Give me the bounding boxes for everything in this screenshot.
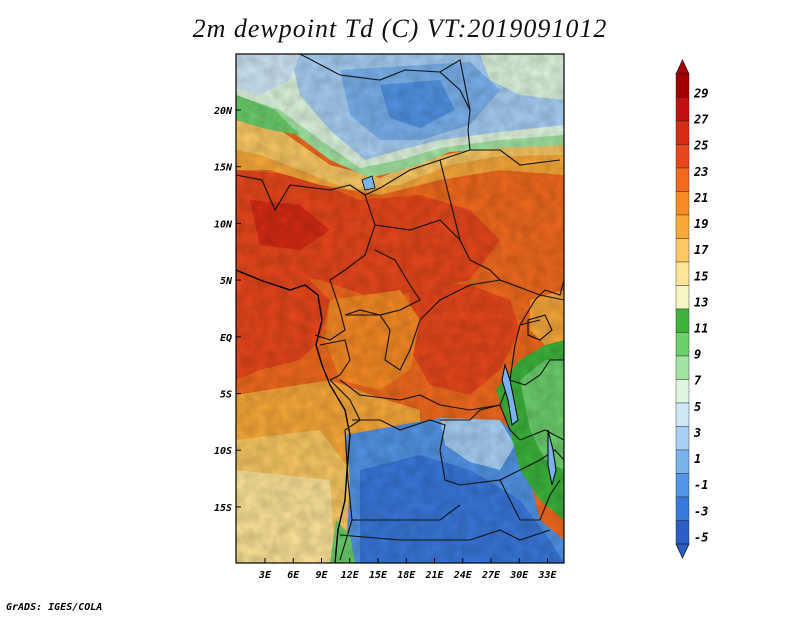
colorbar-swatch: [675, 520, 690, 545]
colorbar-bottom-arrow: [675, 543, 690, 559]
colorbar-swatch: [675, 379, 690, 404]
colorbar-swatch: [675, 426, 690, 451]
colorbar-label: 15: [694, 269, 708, 283]
colorbar-swatch: [675, 473, 690, 498]
lake-malawi: [547, 429, 557, 486]
colorbar-swatch: [675, 355, 690, 380]
colorbar-swatch: [675, 449, 690, 474]
colorbar-label: 27: [693, 113, 709, 127]
lon-tick-label: 12E: [341, 570, 360, 581]
lon-tick-label: 15E: [369, 570, 388, 581]
colorbar-label: 25: [693, 139, 708, 153]
lon-tick-label: 6E: [287, 570, 300, 581]
lat-tick-label: 5N: [220, 276, 233, 287]
plot-area: [236, 54, 564, 563]
lat-tick-label: 15S: [214, 503, 232, 514]
colorbar-swatch: [675, 167, 690, 192]
lat-tick-label: EQ: [220, 333, 232, 344]
colorbar-swatch: [675, 97, 690, 122]
colorbar-swatch: [675, 308, 690, 333]
lat-tick-label: 5S: [220, 390, 232, 401]
field-texture: [236, 54, 564, 563]
colorbar-label: 7: [694, 374, 702, 388]
colorbar-label: 29: [693, 87, 708, 101]
colorbar-swatch: [675, 73, 690, 98]
latitude-axis: 20N 15N 10N 5N EQ 5S 10S 15S: [213, 106, 241, 514]
colorbar-label: 5: [694, 400, 701, 414]
colorbar: 29 27 25 23 21 19 17 15 13 11 9 7 5 3 1 -1 -3 -5: [675, 59, 709, 559]
colorbar-label: 9: [694, 348, 701, 362]
plot-frame: [235, 53, 565, 564]
colorbar-swatch: [675, 120, 690, 145]
lon-tick-label: 18E: [397, 570, 416, 581]
lon-tick-label: 27E: [481, 570, 501, 581]
colorbar-label: 21: [693, 191, 708, 205]
colorbar-label: 1: [694, 452, 701, 466]
colorbar-label: 13: [694, 295, 708, 309]
grads-credit: GrADS: IGES/COLA: [6, 602, 103, 613]
lon-tick-label: 30E: [509, 570, 529, 581]
lake-chad: [361, 175, 376, 191]
colorbar-label: -3: [694, 504, 708, 518]
colorbar-swatch: [675, 214, 690, 239]
lat-tick-label: 10N: [214, 219, 233, 230]
lat-tick-label: 20N: [213, 106, 233, 117]
colorbar-label: 23: [693, 165, 708, 179]
lon-tick-label: 21E: [424, 570, 444, 581]
colorbar-top-arrow: [675, 59, 690, 75]
colorbar-label: 17: [694, 243, 709, 257]
colorbar-label: 11: [694, 322, 708, 336]
colorbar-swatch: [675, 332, 690, 357]
colorbar-label: 3: [693, 426, 701, 440]
lat-tick-label: 10S: [214, 446, 232, 457]
colorbar-swatch: [675, 496, 690, 521]
colorbar-swatch: [675, 238, 690, 263]
lon-tick-label: 24E: [453, 570, 473, 581]
lake-victoria: [527, 314, 553, 341]
lon-tick-label: 9E: [315, 570, 328, 581]
country-borders: [236, 54, 564, 561]
lon-tick-label: 3E: [258, 570, 272, 581]
lake-tanganyika: [501, 363, 519, 426]
colorbar-label: -5: [694, 530, 708, 544]
longitude-axis: 3E 6E 9E 12E 15E 18E 21E 24E 27E 30E 33E: [258, 558, 558, 581]
colorbar-swatch: [675, 191, 690, 216]
colorbar-swatch: [675, 285, 690, 310]
lon-tick-label: 33E: [537, 570, 557, 581]
colorbar-label: 19: [694, 217, 708, 231]
colorbar-swatch: [675, 402, 690, 427]
colorbar-label: -1: [694, 478, 708, 492]
map-title: 2m dewpoint Td (C) VT:2019091012: [192, 14, 608, 43]
coastline: [236, 269, 351, 563]
lat-tick-label: 15N: [214, 163, 233, 174]
colorbar-swatch: [675, 144, 690, 169]
colorbar-swatch: [675, 261, 690, 286]
